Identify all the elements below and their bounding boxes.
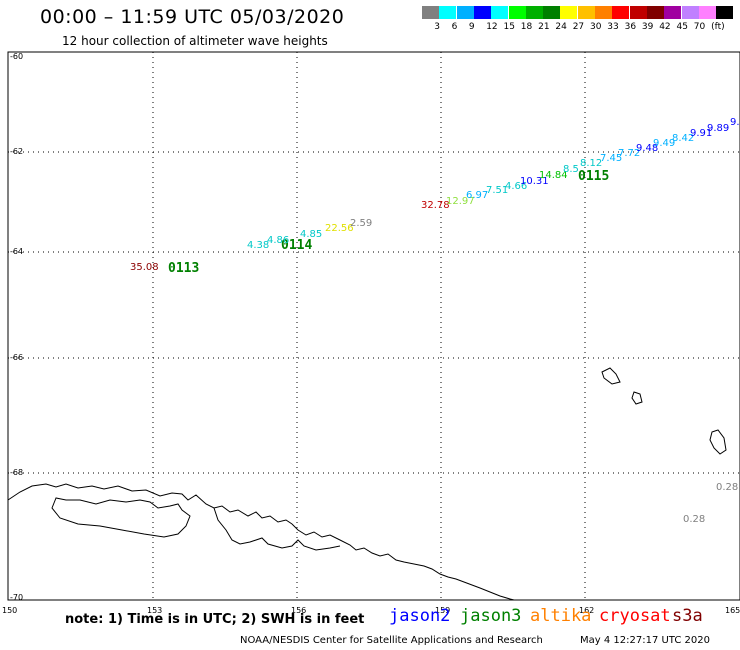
legend-swatch xyxy=(543,6,561,19)
wave-height-reading: 4.38 xyxy=(247,240,269,251)
satellite-altika: altika xyxy=(530,606,592,626)
units-note: note: 1) Time is in UTC; 2) SWH is in fe… xyxy=(65,612,365,627)
graticule xyxy=(8,52,740,600)
wave-height-reading: 2.59 xyxy=(350,218,372,229)
legend-label: 15 xyxy=(503,22,515,32)
lon-label: 153 xyxy=(147,606,162,615)
wave-height-reading: 4.66 xyxy=(505,181,527,192)
legend-label: 12 xyxy=(486,22,498,32)
satellite-jason3: jason3 xyxy=(460,606,522,626)
wave-height-reading: 9.48 xyxy=(636,143,658,154)
wave-height-reading: 6.97 xyxy=(466,190,488,201)
legend-label: 24 xyxy=(555,22,567,32)
legend-label: 33 xyxy=(607,22,619,32)
generated-timestamp: May 4 12:27:17 UTC 2020 xyxy=(580,635,710,646)
satellite-s3a: s3a xyxy=(672,606,703,626)
legend-label: 18 xyxy=(520,22,533,32)
wave-height-reading: 0.28 xyxy=(716,482,738,493)
legend-swatch xyxy=(473,6,491,19)
lon-label: 165 xyxy=(725,606,740,615)
legend-label: 39 xyxy=(641,22,654,32)
legend-label: 6 xyxy=(451,22,458,32)
wave-height-reading: 8.42 xyxy=(672,133,694,144)
wave-height-reading: 9.91 xyxy=(690,128,712,139)
wave-height-reading: 0.28 xyxy=(683,514,705,525)
legend-swatch xyxy=(560,6,578,19)
legend-swatch xyxy=(681,6,699,19)
satellite-cryosat: cryosat xyxy=(599,606,671,626)
legend-label: 27 xyxy=(572,22,585,32)
map-subtitle: 12 hour collection of altimeter wave hei… xyxy=(62,34,328,48)
lat-label: -68 xyxy=(10,468,23,477)
legend-label: (ft) xyxy=(711,22,725,32)
legend-swatch xyxy=(508,6,526,19)
pass-label: 0113 xyxy=(168,261,199,276)
wave-height-reading: 7.51 xyxy=(486,185,508,196)
lon-label: 159 xyxy=(435,606,450,615)
coastline-spur xyxy=(213,507,341,551)
wave-height-reading: 9.89 xyxy=(707,123,729,134)
legend-swatch xyxy=(629,6,647,19)
legend-swatch xyxy=(491,6,509,19)
wave-height-reading: 4.86 xyxy=(267,235,289,246)
lon-label: 150 xyxy=(2,606,17,615)
wave-height-reading: 12.97 xyxy=(446,196,475,207)
wave-height-reading: 22.56 xyxy=(325,223,354,234)
legend-label: 21 xyxy=(538,22,550,32)
legend-swatch xyxy=(698,6,716,19)
island xyxy=(601,367,621,385)
legend-label: 45 xyxy=(676,22,688,32)
credit-line: NOAA/NESDIS Center for Satellite Applica… xyxy=(240,635,543,646)
island xyxy=(709,429,727,455)
lat-label: -64 xyxy=(10,247,23,256)
lon-label: 156 xyxy=(291,606,306,615)
wave-height-reading: 10.31 xyxy=(520,176,549,187)
wave-height-reading: 7.45 xyxy=(600,153,622,164)
legend-label: 42 xyxy=(659,22,671,32)
legend-swatch xyxy=(716,6,734,19)
ice-shelf-inlet xyxy=(51,497,191,538)
legend-label: 30 xyxy=(590,22,602,32)
wave-height-reading: 8.12 xyxy=(580,158,602,169)
map-frame xyxy=(7,51,740,601)
legend-swatch xyxy=(525,6,543,19)
legend-swatch xyxy=(439,6,457,19)
island xyxy=(631,391,643,405)
wave-height-reading: 8.5 xyxy=(563,164,579,175)
legend-swatch xyxy=(577,6,595,19)
satellite-jason2: jason2 xyxy=(389,606,451,626)
pass-label: 0114 xyxy=(281,238,312,253)
legend-swatch xyxy=(646,6,664,19)
map-title: 00:00 – 11:59 UTC 05/03/2020 xyxy=(40,6,345,28)
wave-height-reading: 4.85 xyxy=(300,229,322,240)
lat-label: -62 xyxy=(10,147,23,156)
wave-height-reading: 35.08 xyxy=(130,262,159,273)
legend-swatch xyxy=(422,6,439,19)
wave-height-reading: 7.72 xyxy=(618,148,640,159)
lat-label: -66 xyxy=(10,353,23,362)
legend-label: 36 xyxy=(624,22,637,32)
lat-label: -60 xyxy=(10,52,23,61)
legend-label: 9 xyxy=(468,22,475,32)
wave-height-reading: 32.78 xyxy=(421,200,450,211)
legend-swatch xyxy=(664,6,682,19)
wave-height-reading: 9.49 xyxy=(653,138,675,149)
legend-swatch xyxy=(595,6,612,19)
wave-height-reading: 9.4 xyxy=(730,117,740,128)
wave-height-reading: 14.84 xyxy=(539,170,568,181)
lat-label: -70 xyxy=(10,593,23,602)
lon-label: 162 xyxy=(579,606,594,615)
legend-label: 70 xyxy=(693,22,706,32)
legend-swatch xyxy=(456,6,474,19)
legend-label: 3 xyxy=(434,22,441,32)
coastline xyxy=(7,483,515,601)
legend-swatch xyxy=(612,6,630,19)
pass-label: 0115 xyxy=(578,169,609,184)
